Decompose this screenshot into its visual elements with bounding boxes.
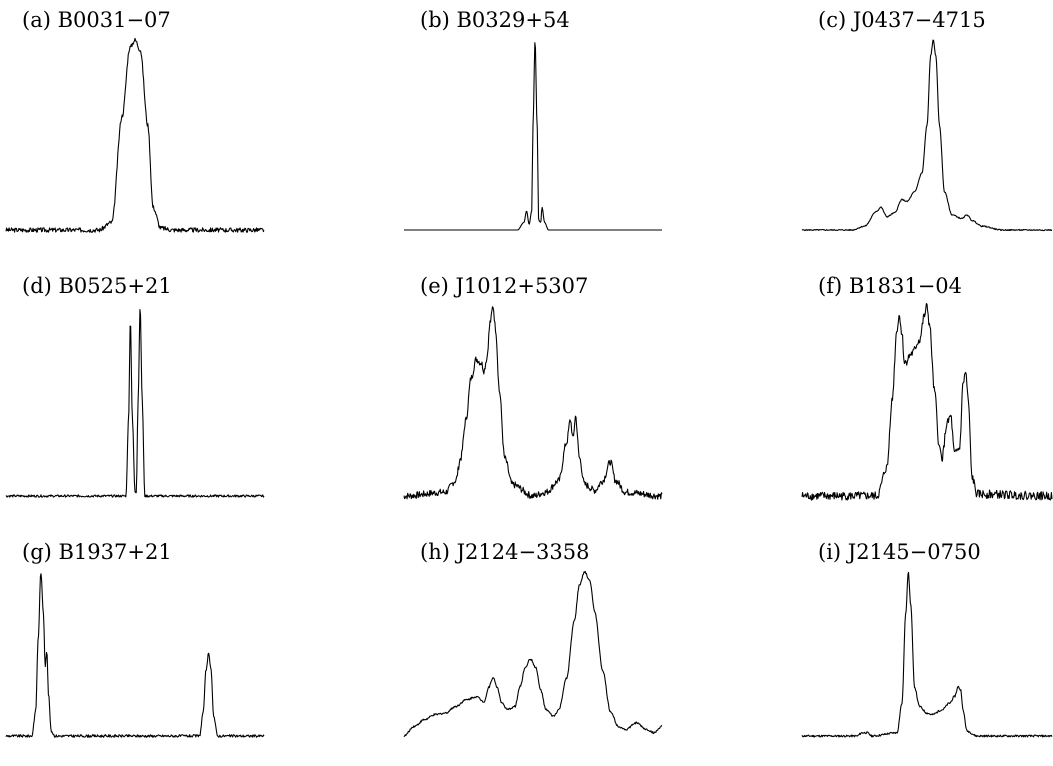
panel-i-plot xyxy=(801,571,1053,738)
panel-f: (f) B1831−04 xyxy=(801,270,1053,501)
panel-a-plot xyxy=(5,37,265,233)
profile-line xyxy=(5,37,265,233)
panel-e: (e) J1012+5307 xyxy=(403,270,666,500)
panel-g-title: (g) B1937+21 xyxy=(22,540,172,564)
panel-c: (c) J0437−4715 xyxy=(801,4,1053,234)
panel-a: (a) B0031−07 xyxy=(5,4,268,234)
panel-f-title: (f) B1831−04 xyxy=(818,274,963,298)
profile-line xyxy=(404,42,662,231)
panel-f-plot xyxy=(801,303,1053,501)
panel-c-plot xyxy=(801,39,1053,232)
panel-c-title: (c) J0437−4715 xyxy=(818,8,986,32)
panel-b-title: (b) B0329+54 xyxy=(420,8,570,32)
panel-g-plot xyxy=(5,573,265,738)
panel-d: (d) B0525+21 xyxy=(5,270,268,500)
panel-e-title: (e) J1012+5307 xyxy=(420,274,589,298)
profile-line xyxy=(5,573,265,738)
panel-i: (i) J2145−0750 xyxy=(801,536,1053,766)
profile-line xyxy=(801,303,1053,501)
profile-line xyxy=(403,306,663,500)
panel-g: (g) B1937+21 xyxy=(5,536,268,766)
pulse-profile-figure: (a) B0031−07 (b) B0329+54 (c) J0437−4715… xyxy=(5,4,1053,738)
panel-d-title: (d) B0525+21 xyxy=(22,274,172,298)
panel-h: (h) J2124−3358 xyxy=(403,536,666,766)
profile-line xyxy=(403,570,663,738)
profile-line xyxy=(801,571,1053,738)
profile-line xyxy=(5,308,265,498)
panel-d-plot xyxy=(5,308,265,498)
panel-e-plot xyxy=(403,306,663,500)
panel-b-plot xyxy=(404,42,662,231)
panel-a-title: (a) B0031−07 xyxy=(22,8,171,32)
panel-h-title: (h) J2124−3358 xyxy=(420,540,590,564)
profile-line xyxy=(801,39,1053,232)
panel-b: (b) B0329+54 xyxy=(404,4,666,234)
panel-i-title: (i) J2145−0750 xyxy=(818,540,981,564)
panel-h-plot xyxy=(403,570,663,738)
